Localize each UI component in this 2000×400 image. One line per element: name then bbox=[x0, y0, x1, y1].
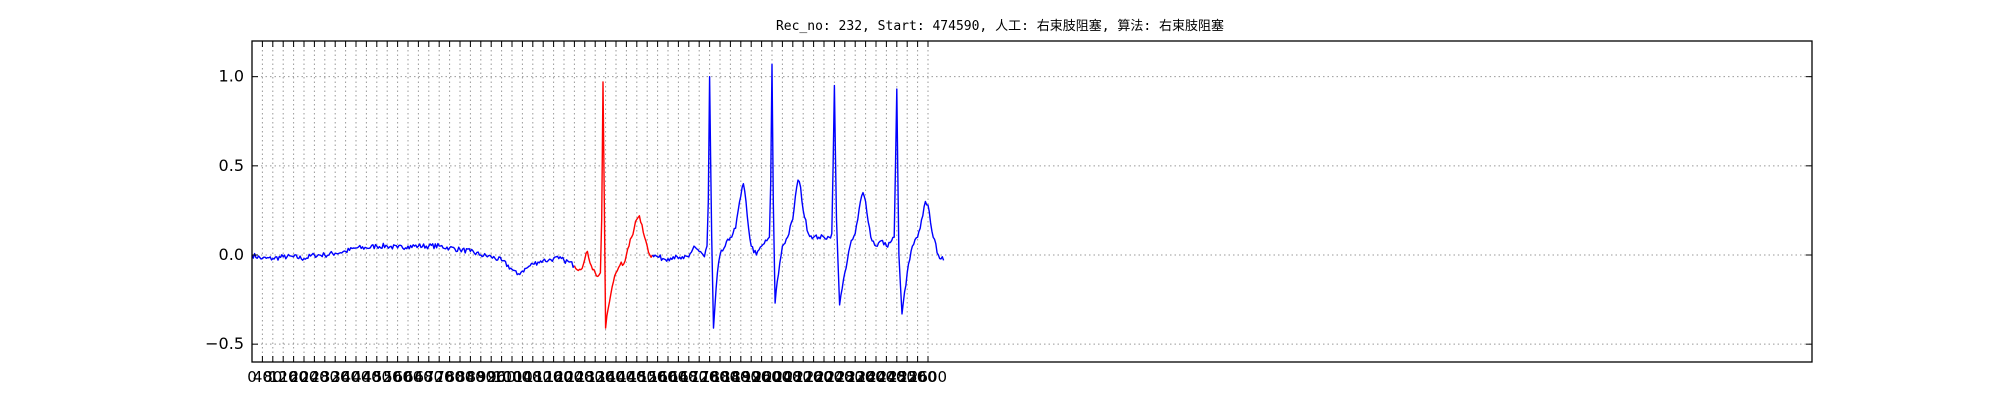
x-tick-label: 1680 bbox=[670, 368, 708, 386]
x-tick-label: 120 bbox=[269, 368, 298, 386]
x-tick-label: 1760 bbox=[691, 368, 729, 386]
x-tick-label: 2400 bbox=[857, 368, 895, 386]
x-tick-label: 960 bbox=[487, 368, 516, 386]
x-tick-label: 1640 bbox=[659, 368, 697, 386]
x-tick-label: 280 bbox=[310, 368, 339, 386]
x-tick-label: 2600 bbox=[909, 368, 947, 386]
x-tick-label: 2560 bbox=[899, 368, 937, 386]
x-tick-label: 800 bbox=[446, 368, 475, 386]
x-tick-label: 1800 bbox=[701, 368, 739, 386]
x-tick-label: 720 bbox=[425, 368, 454, 386]
x-tick-label: 1000 bbox=[493, 368, 531, 386]
tick-layer: −0.5 0.0 0.5 1.0 040801201602002402803203604… bbox=[205, 41, 1812, 386]
x-tick-label: 1440 bbox=[607, 368, 645, 386]
ecg-series-2 bbox=[651, 63, 945, 329]
x-tick-label: 1720 bbox=[680, 368, 718, 386]
x-tick-label: 1960 bbox=[743, 368, 781, 386]
x-tick-label: 2040 bbox=[763, 368, 801, 386]
x-tick-label: 360 bbox=[331, 368, 360, 386]
x-tick-label: 2240 bbox=[815, 368, 853, 386]
x-tick-label: 2080 bbox=[774, 368, 812, 386]
x-tick-label: 40 bbox=[253, 368, 272, 386]
x-tick-label: 2320 bbox=[836, 368, 874, 386]
x-tick-label: 2000 bbox=[753, 368, 791, 386]
x-tick-label: 2480 bbox=[878, 368, 916, 386]
x-tick-label: 1920 bbox=[732, 368, 770, 386]
x-tick-label: 1320 bbox=[576, 368, 614, 386]
x-tick-label: 1200 bbox=[545, 368, 583, 386]
x-tick-label: 2280 bbox=[826, 368, 864, 386]
x-tick-label: 1120 bbox=[524, 368, 562, 386]
x-tick-label: 760 bbox=[435, 368, 464, 386]
x-tick-label: 2160 bbox=[795, 368, 833, 386]
x-tick-label: 320 bbox=[321, 368, 350, 386]
plot-frame bbox=[251, 40, 1813, 363]
x-tick-label: 440 bbox=[352, 368, 381, 386]
x-tick-label: 1160 bbox=[535, 368, 573, 386]
x-tick-label: 2360 bbox=[847, 368, 885, 386]
ecg-series-0 bbox=[251, 242, 575, 276]
x-tick-label: 2440 bbox=[867, 368, 905, 386]
ecg-series-1 bbox=[573, 81, 654, 329]
chart-title: Rec_no: 232, Start: 474590, 人工: 右束肢阻塞, 算… bbox=[776, 18, 1224, 34]
y-tick-label: 0.0 bbox=[219, 245, 244, 264]
x-tick-label: 200 bbox=[290, 368, 319, 386]
x-tick-label: 1040 bbox=[503, 368, 541, 386]
x-tick-label: 680 bbox=[414, 368, 443, 386]
x-tick-label: 160 bbox=[279, 368, 308, 386]
x-tick-label: 0 bbox=[247, 368, 257, 386]
x-tick-label: 520 bbox=[373, 368, 402, 386]
x-tick-label: 1480 bbox=[618, 368, 656, 386]
x-tick-label: 560 bbox=[383, 368, 412, 386]
x-tick-label: 240 bbox=[300, 368, 329, 386]
x-tick-label: 2200 bbox=[805, 368, 843, 386]
x-tick-label: 400 bbox=[342, 368, 371, 386]
x-tick-label: 1280 bbox=[566, 368, 604, 386]
series-layer bbox=[251, 63, 945, 329]
y-tick-label: 0.5 bbox=[219, 156, 244, 175]
x-tick-label: 2120 bbox=[784, 368, 822, 386]
x-tick-label: 1520 bbox=[628, 368, 666, 386]
y-tick-label: 1.0 bbox=[219, 67, 244, 86]
x-tick-label: 1080 bbox=[514, 368, 552, 386]
x-tick-label: 920 bbox=[477, 368, 506, 386]
x-tick-label: 880 bbox=[466, 368, 495, 386]
x-tick-label: 80 bbox=[263, 368, 282, 386]
x-tick-label: 600 bbox=[394, 368, 423, 386]
grid-layer bbox=[251, 41, 1812, 362]
x-tick-label: 1840 bbox=[711, 368, 749, 386]
x-tick-label: 480 bbox=[362, 368, 391, 386]
x-tick-label: 1880 bbox=[722, 368, 760, 386]
x-tick-label: 840 bbox=[456, 368, 485, 386]
y-tick-label: −0.5 bbox=[205, 334, 244, 353]
x-tick-label: 1600 bbox=[649, 368, 687, 386]
x-tick-label: 640 bbox=[404, 368, 433, 386]
x-tick-label: 1400 bbox=[597, 368, 635, 386]
x-tick-label: 2520 bbox=[888, 368, 926, 386]
x-tick-label: 1560 bbox=[639, 368, 677, 386]
x-tick-label: 1360 bbox=[587, 368, 625, 386]
x-tick-label: 1240 bbox=[555, 368, 593, 386]
